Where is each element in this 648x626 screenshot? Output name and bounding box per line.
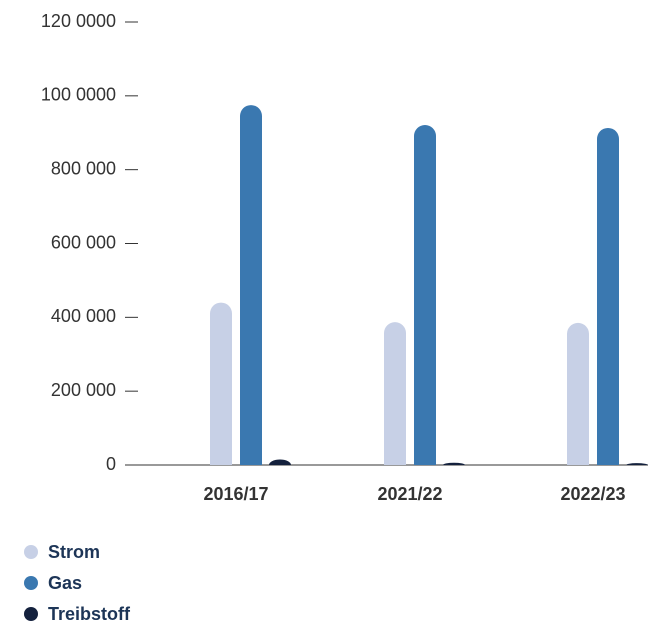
y-tick-label: 120 0000 — [41, 11, 116, 31]
y-tick-label: 200 000 — [51, 380, 116, 400]
legend-marker — [24, 545, 38, 559]
bar — [567, 322, 589, 465]
legend-label: Strom — [48, 542, 100, 562]
bar — [240, 105, 262, 466]
bar — [597, 127, 619, 465]
x-tick-label: 2022/23 — [560, 484, 625, 504]
bar — [626, 463, 648, 465]
bar — [269, 459, 291, 465]
y-tick-label: 400 000 — [51, 306, 116, 326]
y-tick-label: 0 — [106, 454, 116, 474]
legend-marker — [24, 607, 38, 621]
bar — [210, 302, 232, 465]
x-tick-label: 2021/22 — [377, 484, 442, 504]
bar — [384, 322, 406, 465]
bar — [443, 462, 465, 465]
bar — [414, 124, 436, 465]
legend-label: Gas — [48, 573, 82, 593]
y-tick-label: 100 0000 — [41, 85, 116, 105]
y-tick-label: 800 000 — [51, 158, 116, 178]
legend-label: Treibstoff — [48, 604, 131, 624]
y-tick-label: 600 000 — [51, 232, 116, 252]
legend-marker — [24, 576, 38, 590]
x-tick-label: 2016/17 — [203, 484, 268, 504]
